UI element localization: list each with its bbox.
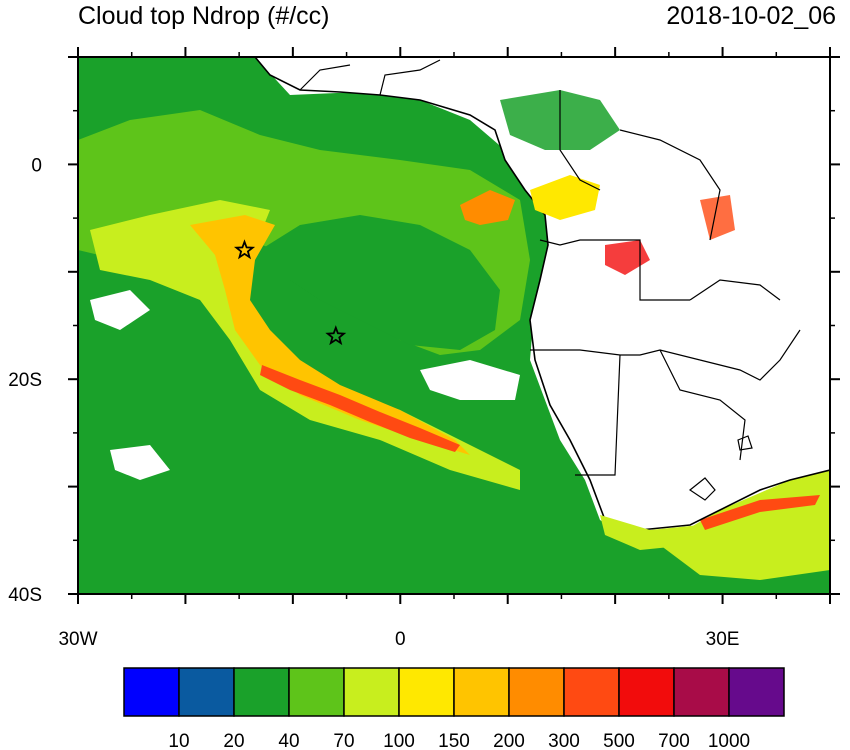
- eswatini-border: [737, 435, 753, 451]
- country-borders: [299, 59, 801, 501]
- border-line-10: [299, 64, 351, 91]
- colorbar-label: 70: [333, 731, 354, 750]
- colorbar: 10 20 40 70 100 150 200 300 500 700 1000: [123, 667, 785, 750]
- east-land-cloud: [700, 195, 735, 240]
- border-line-3: [575, 354, 621, 476]
- aerosol-red-streak: [260, 365, 460, 452]
- colorbar-swatch: [123, 667, 180, 717]
- x-tick-label: 30E: [706, 629, 740, 650]
- colorbar-swatch: [563, 667, 620, 717]
- colorbar-label: 20: [223, 731, 244, 750]
- lesotho-border: [688, 477, 716, 501]
- y-tick-label: 40S: [8, 585, 42, 606]
- x-tick-label: 0: [395, 629, 406, 650]
- colorbar-swatch: [398, 667, 455, 717]
- colorbar-label: 100: [383, 731, 415, 750]
- colorbar-swatch: [233, 667, 290, 717]
- colorbar-swatch: [618, 667, 675, 717]
- map-timestamp: 2018-10-02_06: [666, 2, 836, 30]
- border-line-4: [659, 349, 746, 461]
- colorbar-label: 700: [658, 731, 690, 750]
- colorbar-label: 150: [438, 731, 470, 750]
- marker-layer: [233, 239, 347, 346]
- border-line-2: [530, 349, 701, 361]
- colorbar-label: 300: [548, 731, 580, 750]
- west-clear-gap-3: [110, 445, 170, 480]
- colorbar-swatch: [508, 667, 565, 717]
- colorbar-label: 500: [603, 731, 635, 750]
- star-marker-central: [325, 325, 347, 346]
- colorbar-swatch: [728, 667, 785, 717]
- colorbar-swatch: [288, 667, 345, 717]
- border-line-8: [699, 329, 801, 381]
- south-tip-cloud: [600, 515, 700, 550]
- west-clear-gap-2: [420, 360, 520, 400]
- southeast-cloud-band: [660, 470, 830, 580]
- y-tick-label: 20S: [8, 370, 42, 391]
- colorbar-swatch: [343, 667, 400, 717]
- axis-layer: 30W 0 30E 0 20S 40S: [8, 47, 840, 650]
- border-line-9: [379, 59, 441, 96]
- border-line-5: [689, 279, 781, 301]
- star-marker-west: [233, 239, 256, 260]
- inner-green-core: [260, 215, 500, 350]
- colorbar-label: 40: [278, 731, 299, 750]
- border-line-1: [539, 239, 690, 301]
- africa-landmass: [253, 57, 830, 531]
- aerosol-orange-band: [190, 215, 470, 455]
- border-line-7: [619, 129, 721, 241]
- colorbar-label: 1000: [708, 731, 750, 750]
- zambia-red-patch: [605, 240, 650, 275]
- offshore-orange-patch: [460, 190, 515, 225]
- colorbar-swatch: [178, 667, 235, 717]
- colorbar-label: 200: [493, 731, 525, 750]
- colorbar-label: 10: [168, 731, 189, 750]
- map-title: Cloud top Ndrop (#/cc): [78, 2, 330, 30]
- west-clear-gap-1: [90, 290, 150, 330]
- colorbar-swatch: [673, 667, 730, 717]
- colorbar-swatch: [453, 667, 510, 717]
- southeast-red-streaks: [700, 495, 820, 530]
- y-tick-label: 0: [31, 155, 42, 176]
- map-panel: [78, 57, 830, 594]
- border-line-6: [559, 90, 601, 191]
- x-tick-label: 30W: [58, 629, 97, 650]
- congo-land-cloud: [530, 175, 600, 220]
